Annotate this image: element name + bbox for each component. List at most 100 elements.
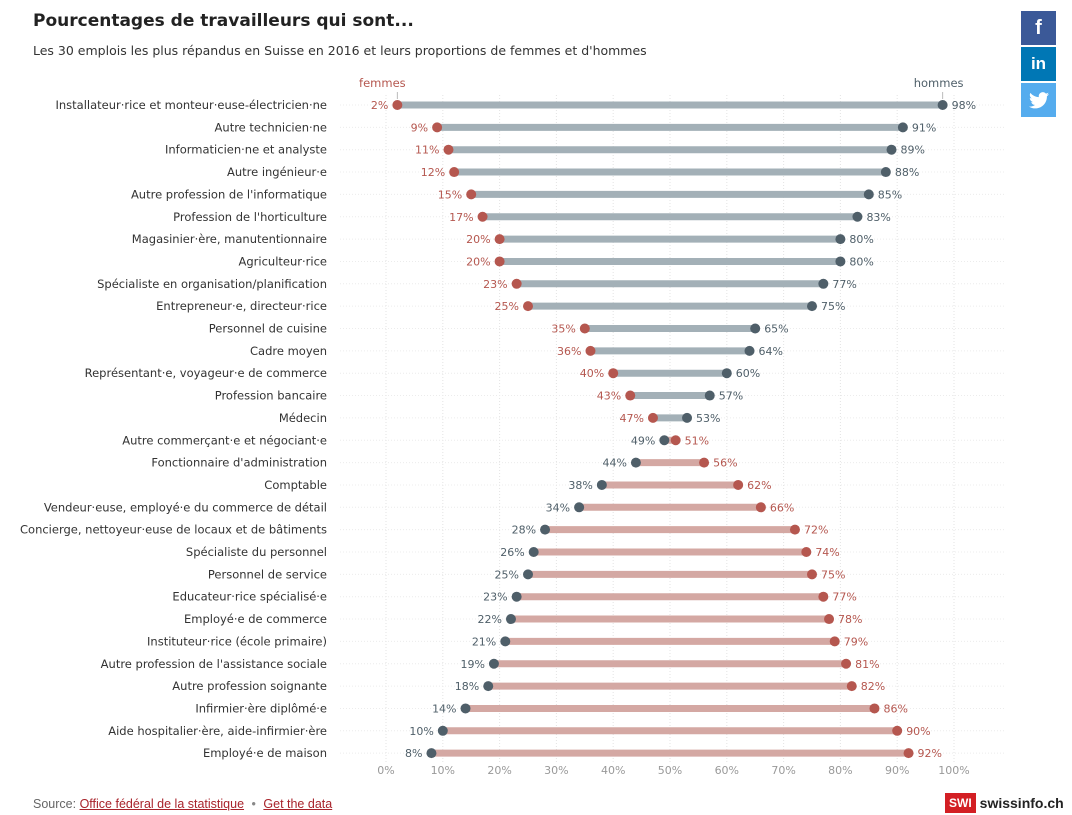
women-value-label: 75%	[821, 568, 845, 581]
men-value-label: 77%	[832, 278, 856, 291]
men-value-label: 75%	[821, 300, 845, 313]
women-point	[443, 144, 454, 155]
twitter-share-button[interactable]	[1021, 83, 1056, 117]
women-value-label: 25%	[495, 300, 519, 313]
men-point	[426, 748, 437, 759]
men-point	[596, 479, 607, 490]
women-value-label: 92%	[918, 747, 942, 760]
women-point	[392, 100, 403, 110]
category-label: Fonctionnaire d'administration	[151, 456, 327, 470]
men-point	[818, 278, 829, 289]
source-link[interactable]: Office fédéral de la statistique	[79, 797, 245, 811]
linkedin-icon: in	[1030, 54, 1047, 73]
women-point	[511, 278, 522, 289]
men-point	[511, 591, 522, 602]
men-value-label: 80%	[849, 233, 873, 246]
men-point	[863, 189, 874, 200]
men-value-label: 53%	[696, 412, 720, 425]
category-label: Profession bancaire	[215, 389, 327, 403]
women-point	[733, 479, 744, 490]
x-tick-label: 50%	[658, 764, 682, 777]
women-point	[755, 502, 766, 513]
women-value-label: 20%	[466, 255, 490, 268]
women-point	[789, 524, 800, 535]
women-value-label: 35%	[551, 323, 575, 336]
men-value-label: 57%	[719, 390, 743, 403]
linkedin-share-button[interactable]: in	[1021, 47, 1056, 81]
category-label: Installateur·rice et monteur·euse-électr…	[55, 98, 327, 112]
category-label: Cadre moyen	[250, 344, 327, 358]
category-label: Autre ingénieur·e	[227, 165, 327, 179]
twitter-icon	[1028, 91, 1049, 108]
men-value-label: 23%	[483, 591, 507, 604]
women-point	[841, 658, 852, 669]
men-point	[505, 614, 516, 625]
men-point	[744, 345, 755, 356]
men-value-label: 26%	[500, 546, 524, 559]
x-tick-label: 80%	[828, 764, 852, 777]
men-point	[897, 122, 908, 133]
women-point	[466, 189, 477, 200]
men-point	[523, 569, 533, 580]
women-point	[807, 569, 817, 580]
category-label: Infirmier·ère diplômé·e	[195, 701, 327, 715]
men-value-label: 65%	[764, 323, 788, 336]
category-label: Personnel de cuisine	[209, 322, 327, 336]
men-point	[488, 658, 499, 669]
category-label: Aide hospitalier·ère, aide-infirmier·ère	[108, 724, 327, 738]
men-point	[807, 301, 817, 312]
men-value-label: 21%	[472, 635, 496, 648]
legend-women: femmes	[359, 76, 406, 90]
men-value-label: 8%	[405, 747, 422, 760]
category-label: Agriculteur·rice	[239, 254, 327, 268]
women-value-label: 17%	[449, 211, 473, 224]
women-value-label: 56%	[713, 457, 737, 470]
x-tick-label: 0%	[377, 764, 394, 777]
men-point	[540, 524, 551, 535]
women-point	[477, 211, 488, 222]
women-point	[699, 457, 710, 468]
category-label: Employé·e de commerce	[184, 612, 327, 626]
x-tick-label: 100%	[938, 764, 969, 777]
women-point	[869, 703, 880, 714]
men-value-label: 22%	[478, 613, 502, 626]
source-label: Source:	[33, 797, 77, 811]
women-point	[579, 323, 590, 334]
men-value-label: 34%	[546, 501, 570, 514]
men-value-label: 14%	[432, 702, 456, 715]
women-value-label: 51%	[685, 434, 709, 447]
facebook-share-button[interactable]: f	[1021, 11, 1056, 45]
category-label: Autre commerçant·e et négociant·e	[122, 433, 327, 447]
men-value-label: 19%	[460, 658, 484, 671]
men-point	[704, 390, 715, 401]
swissinfo-logo[interactable]: SWI swissinfo.ch	[945, 793, 1064, 813]
men-point	[682, 412, 693, 423]
men-value-label: 98%	[952, 99, 976, 112]
footer: Source: Office fédéral de la statistique…	[33, 797, 332, 811]
category-label: Magasinier·ère, manutentionnaire	[132, 232, 327, 246]
women-point	[608, 368, 619, 379]
women-point	[824, 614, 835, 625]
women-point	[846, 681, 857, 692]
women-value-label: 62%	[747, 479, 771, 492]
x-tick-label: 60%	[715, 764, 739, 777]
men-value-label: 25%	[495, 568, 519, 581]
dumbbell-chart: 0% 10% 20% 30% 40% 50% 60% 70% 80% 90% 100% femmes h…	[20, 76, 1005, 777]
get-data-link[interactable]: Get the data	[263, 797, 333, 811]
logo-name: swissinfo.ch	[979, 795, 1064, 811]
men-point	[437, 725, 448, 736]
category-label: Autre profession de l'informatique	[131, 187, 327, 201]
men-point	[835, 256, 846, 267]
men-value-label: 60%	[736, 367, 760, 380]
women-value-label: 40%	[580, 367, 604, 380]
women-point	[432, 122, 443, 133]
men-value-label: 89%	[901, 144, 925, 157]
men-point	[937, 100, 948, 110]
men-point	[886, 144, 897, 155]
men-point	[750, 323, 761, 334]
women-value-label: 81%	[855, 658, 879, 671]
x-tick-label: 10%	[431, 764, 455, 777]
men-value-label: 10%	[409, 725, 433, 738]
women-value-label: 77%	[832, 591, 856, 604]
men-value-label: 88%	[895, 166, 919, 179]
